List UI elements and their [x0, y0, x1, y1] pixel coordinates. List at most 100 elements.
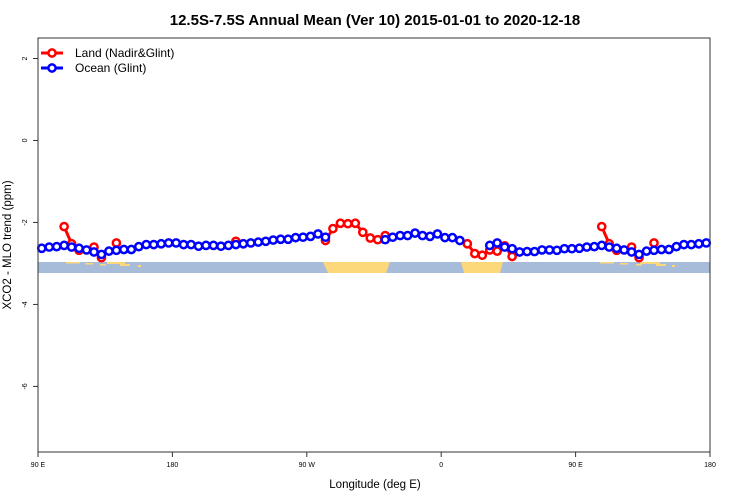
- data-point: [492, 238, 503, 248]
- data-point: [343, 218, 353, 229]
- data-point: [484, 240, 495, 251]
- data-point: [186, 239, 196, 250]
- data-point: [634, 249, 644, 260]
- data-point: [589, 241, 600, 252]
- data-point: [581, 242, 592, 252]
- data-point: [477, 250, 488, 261]
- data-point: [552, 245, 562, 256]
- data-point: [163, 238, 174, 248]
- data-point: [432, 229, 443, 239]
- x-axis-label: Longitude (deg E): [329, 479, 421, 491]
- y-tick-label: 0: [22, 138, 29, 142]
- data-point: [216, 241, 226, 252]
- land-south-america: [323, 262, 390, 273]
- data-point: [238, 238, 249, 249]
- data-point: [81, 245, 92, 255]
- data-point: [417, 230, 428, 241]
- data-point: [679, 239, 689, 250]
- data-point: [74, 243, 84, 254]
- data-point: [514, 247, 525, 257]
- data-point: [507, 251, 517, 262]
- data-point: [574, 243, 585, 254]
- legend-label-ocean: Ocean (Glint): [75, 61, 146, 75]
- data-point: [111, 238, 122, 248]
- data-point: [283, 234, 293, 245]
- data-point: [350, 218, 361, 229]
- x-tick-label: 0: [439, 462, 443, 469]
- data-point: [596, 221, 607, 232]
- data-point: [335, 218, 346, 229]
- y-axis-label: XCO2 - MLO trend (ppm): [2, 180, 14, 309]
- data-point: [544, 245, 555, 255]
- data-point: [275, 234, 286, 245]
- y-tick-label: -4: [22, 301, 29, 307]
- data-point: [447, 232, 458, 243]
- data-point: [156, 238, 167, 249]
- data-point: [96, 249, 107, 260]
- y-axis: 2 0 -2 -4 -6: [22, 56, 39, 390]
- data-point: [469, 248, 480, 259]
- data-point: [133, 241, 144, 252]
- data-point: [126, 244, 137, 255]
- data-point: [686, 239, 697, 250]
- series-land: [59, 218, 659, 263]
- legend-item-ocean: Ocean (Glint): [41, 61, 146, 75]
- data-point: [208, 240, 219, 251]
- series-ocean: [36, 228, 712, 260]
- x-tick-label: 90 E: [568, 462, 583, 469]
- data-point: [171, 238, 181, 248]
- data-point: [619, 245, 629, 255]
- data-point: [664, 244, 674, 255]
- data-point: [365, 233, 376, 243]
- data-point: [119, 244, 129, 255]
- data-point: [641, 246, 652, 256]
- x-tick-label: 90 W: [299, 462, 316, 469]
- chart-title: 12.5S-7.5S Annual Mean (Ver 10) 2015-01-…: [170, 12, 581, 29]
- x-tick-label: 180: [167, 462, 179, 469]
- data-point: [51, 241, 62, 252]
- data-point: [693, 238, 704, 249]
- x-tick-label: 180: [704, 462, 716, 469]
- data-point: [111, 245, 122, 256]
- data-point: [36, 243, 47, 254]
- data-point: [671, 241, 682, 252]
- data-point: [59, 240, 69, 251]
- data-point: [387, 232, 398, 243]
- data-point: [499, 242, 510, 252]
- data-point: [89, 247, 99, 257]
- data-point: [231, 239, 241, 250]
- data-point: [253, 237, 264, 247]
- data-point: [328, 223, 338, 234]
- land-islands: [66, 262, 675, 267]
- data-point: [223, 240, 234, 251]
- data-point: [440, 232, 450, 243]
- data-point: [596, 240, 607, 251]
- data-point: [656, 244, 667, 255]
- data-point: [298, 232, 308, 243]
- data-point: [522, 246, 532, 257]
- legend: Land (Nadir&Glint) Ocean (Glint): [41, 46, 174, 75]
- data-point: [66, 242, 77, 252]
- data-point: [537, 245, 547, 255]
- data-point: [507, 243, 517, 254]
- data-point: [357, 227, 368, 238]
- data-point: [410, 228, 420, 238]
- data-point: [395, 230, 405, 241]
- data-point: [141, 239, 152, 250]
- data-point: [59, 221, 69, 232]
- data-point: [402, 230, 413, 241]
- data-point: [380, 234, 391, 245]
- data-point: [649, 238, 659, 248]
- series-layer: [36, 218, 712, 263]
- data-point: [245, 238, 256, 248]
- data-point: [529, 246, 540, 257]
- data-point: [320, 232, 331, 243]
- data-point: [372, 234, 383, 245]
- land-ocean-map-strip: [38, 262, 710, 273]
- y-tick-label: 2: [22, 56, 29, 60]
- legend-item-land: Land (Nadir&Glint): [41, 46, 174, 60]
- data-point: [559, 243, 570, 254]
- x-axis: 90 E 180 90 W 0 90 E 180: [31, 452, 716, 469]
- x-tick-label: 90 E: [31, 462, 46, 469]
